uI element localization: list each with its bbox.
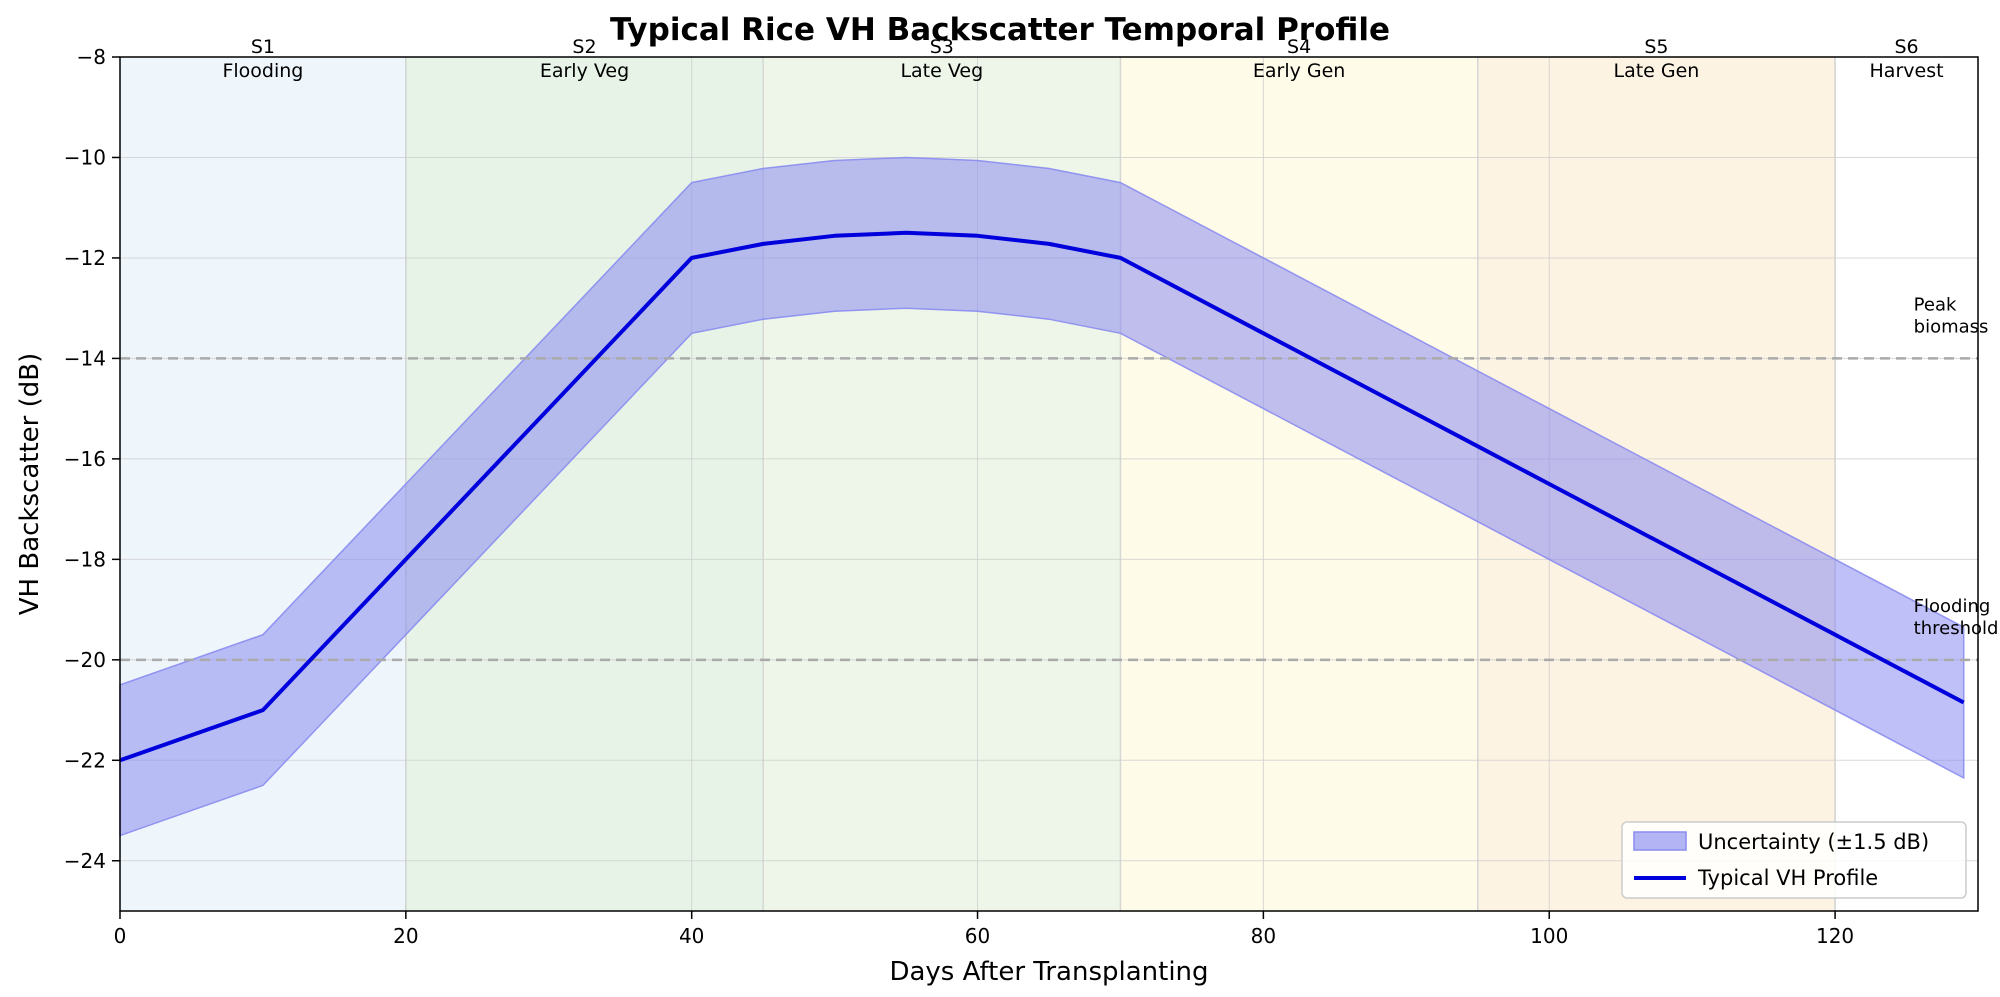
y-tick-label: −10 [64,145,106,169]
stage-name-s1: Flooding [222,60,303,82]
x-tick-label: 20 [393,924,418,948]
uncertainty-band-layer [119,156,1965,837]
legend-frame [1621,821,1967,899]
stage-code-s3: S3 [930,36,954,58]
chart-title: Typical Rice VH Backscatter Temporal Pro… [610,12,1390,48]
uncertainty-band [119,156,1965,837]
reference-line-layer [120,357,1978,662]
legend-label-uncertainty: Uncertainty (±1.5 dB) [1698,830,1929,854]
reference-line-label-2: Flooding threshold [1914,596,1999,639]
y-tick-label: −18 [64,547,106,571]
y-tick-label: −8 [77,45,106,69]
series-layer [119,230,1965,763]
legend-swatch-uncertainty [1633,831,1687,851]
x-tick-label: 100 [1530,924,1568,948]
stage-band-s6 [1835,57,1978,911]
stage-code-s4: S4 [1287,36,1311,58]
x-tick-label: 120 [1816,924,1854,948]
stage-code-s5: S5 [1644,36,1668,58]
legend-label-typical-vh-profile: Typical VH Profile [1697,866,1878,890]
stage-code-s6: S6 [1894,36,1918,58]
axis-layer: 0 20 40 60 80 100 120 −24 −22 −20 −18 −16 −14 −12 −10 −… [64,45,1854,948]
y-tick-label: −12 [64,246,106,270]
y-tick-label: −14 [64,346,106,370]
stage-name-s3: Late Veg [900,60,983,82]
legend: Uncertainty (±1.5 dB) Typical VH Profile [1621,821,1967,899]
x-tick-label: 40 [679,924,704,948]
stage-code-s2: S2 [572,36,596,58]
y-tick-label: −24 [64,849,106,873]
y-tick-label: −16 [64,447,106,471]
stage-name-s4: Early Gen [1253,60,1345,82]
stage-code-s1: S1 [251,36,275,58]
y-tick-label: −20 [64,648,106,672]
x-tick-label: 0 [114,924,127,948]
y-axis-label: VH Backscatter (dB) [15,353,45,615]
y-tick-label: −22 [64,748,106,772]
reference-line-label-1: Peak biomass [1914,294,1989,337]
x-tick-label: 60 [965,924,990,948]
plot-frame [119,56,1979,912]
stage-name-s6: Harvest [1870,60,1944,82]
x-axis-label: Days After Transplanting [889,957,1208,987]
x-tick-label: 80 [1251,924,1276,948]
stage-name-s2: Early Veg [540,60,629,82]
stage-name-s5: Late Gen [1613,60,1699,82]
series-line-typical-vh-profile [119,230,1965,763]
